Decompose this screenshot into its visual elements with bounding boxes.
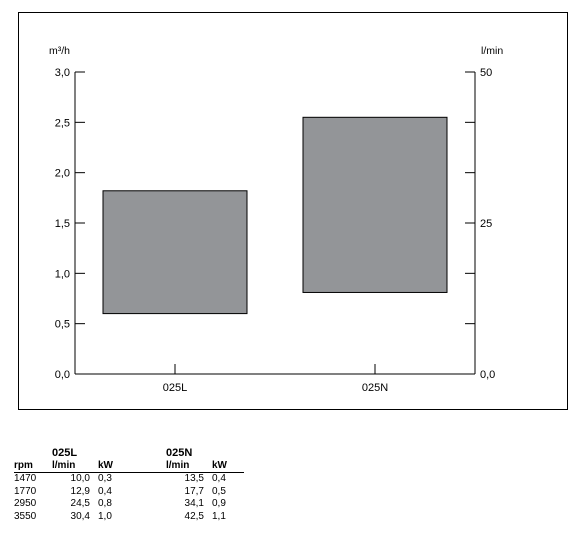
power-025l-cell: 1,0 <box>98 510 112 522</box>
flow-025n-cell: 17,7 <box>184 485 204 497</box>
power-025l-cell: 0,3 <box>98 473 112 484</box>
right-axis-tick-label: 25 <box>480 218 492 230</box>
left-axis-tick-label: 0,5 <box>55 319 70 331</box>
flow-025l-cell: 30,4 <box>70 510 90 522</box>
power-025l-cell: 0,8 <box>98 498 112 509</box>
flow-025n-cell: 13,5 <box>184 473 204 484</box>
table-unit-header-row: rpm l/min kW l/min kW <box>14 459 244 473</box>
power-025n-cell: 1,1 <box>212 510 226 522</box>
flow-025n-cell: 42,5 <box>184 510 204 522</box>
power-025n-cell: 0,9 <box>212 498 226 509</box>
power-025n-cell: 0,5 <box>212 485 226 497</box>
left-axis-tick-label: 0,0 <box>55 369 70 381</box>
left-axis-tick-label: 2,5 <box>55 117 70 129</box>
rpm-cell: 3550 <box>14 510 37 522</box>
chart-frame: m³/h l/min 0,0 0,5 1,0 1,5 2,0 2,5 3,0 0,0 25 50 0… <box>18 12 568 410</box>
model-025n-header: 025N <box>166 447 193 459</box>
table-model-header-row: 025L 025N <box>14 447 244 460</box>
rpm-cell: 1470 <box>14 473 37 484</box>
right-axis-tick-label: 0,0 <box>480 369 495 381</box>
range-bar-chart: m³/h l/min 0,0 0,5 1,0 1,5 2,0 2,5 3,0 0,0 25 50 0… <box>49 45 503 394</box>
right-axis-tick-label: 50 <box>480 67 492 79</box>
power-unit-025l: kW <box>96 459 130 473</box>
power-025n-cell: 0,4 <box>212 473 226 484</box>
power-025l-cell: 0,4 <box>98 485 112 497</box>
left-axis-tick-label: 3,0 <box>55 67 70 79</box>
range-bar-025n <box>302 116 448 293</box>
model-025l-header: 025L <box>52 447 78 459</box>
flow-025n-cell: 34,1 <box>184 498 204 509</box>
flow-unit-025n: l/min <box>166 459 210 473</box>
flow-025l-cell: 12,9 <box>70 485 90 497</box>
flow-025l-cell: 10,0 <box>70 473 90 484</box>
flow-unit-025l: l/min <box>52 459 96 473</box>
right-axis-unit: l/min <box>481 45 503 57</box>
power-unit-025n: kW <box>210 459 244 473</box>
table-row: 1470 10,0 0,3 13,5 0,4 <box>14 473 244 486</box>
left-axis-tick-label: 2,0 <box>55 168 70 180</box>
left-axis-tick-label: 1,5 <box>55 218 70 230</box>
x-axis-category-label: 025N <box>362 382 388 394</box>
table-row: 2950 24,5 0,8 34,1 0,9 <box>14 498 244 511</box>
rpm-header: rpm <box>14 459 52 473</box>
left-axis-tick-label: 1,0 <box>55 268 70 280</box>
performance-table: 025L 025N rpm l/min kW l/min kW 1470 10,… <box>14 447 244 523</box>
x-axis-category-label: 025L <box>163 382 187 394</box>
range-bar-025l <box>102 190 248 315</box>
rpm-cell: 1770 <box>14 485 37 497</box>
left-axis-unit: m³/h <box>49 45 70 57</box>
flow-025l-cell: 24,5 <box>70 498 90 509</box>
rpm-cell: 2950 <box>14 498 37 509</box>
table-row: 3550 30,4 1,0 42,5 1,1 <box>14 511 244 524</box>
table-row: 1770 12,9 0,4 17,7 0,5 <box>14 486 244 499</box>
